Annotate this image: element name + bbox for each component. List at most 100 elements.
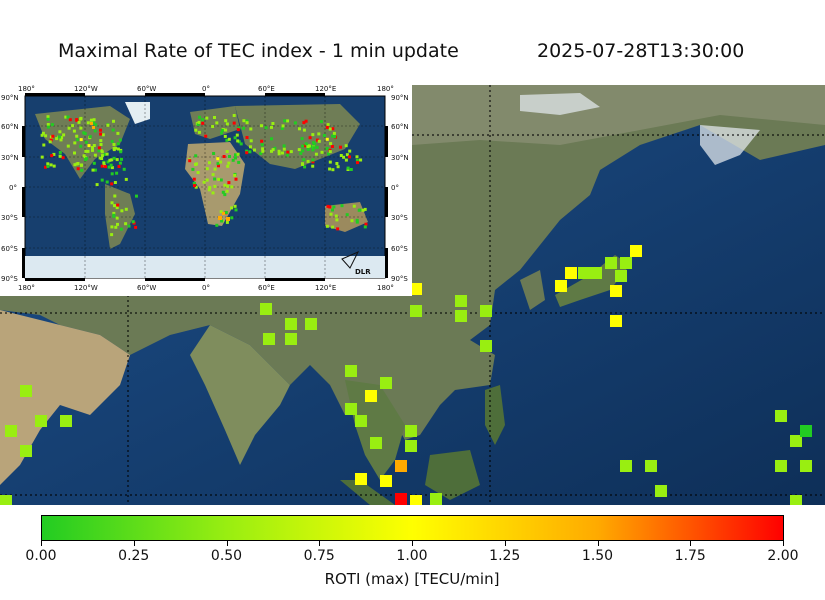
- roti-cell: [395, 493, 407, 505]
- roti-cell: [230, 206, 234, 210]
- roti-cell: [46, 115, 50, 119]
- roti-cell: [110, 158, 114, 162]
- roti-cell: [88, 135, 92, 139]
- roti-cell: [124, 177, 128, 181]
- roti-cell: [358, 208, 362, 212]
- colorbar-tick: [597, 541, 599, 546]
- roti-cell: [196, 171, 200, 174]
- roti-cell: [99, 143, 103, 146]
- roti-cell: [308, 136, 312, 140]
- roti-cell: [213, 177, 217, 181]
- roti-cell: [46, 123, 50, 126]
- roti-cell: [234, 153, 237, 157]
- roti-cell: [245, 119, 249, 123]
- global-inset-map[interactable]: 180° 120°W 60°W 0° 60°E 120°E 180° 180° …: [0, 84, 412, 296]
- roti-cell: [300, 137, 304, 141]
- inset-lat-labels-left: 90°N 60°N 30°N 0° 30°S 60°S 90°S: [1, 94, 19, 283]
- roti-cell: [311, 160, 315, 164]
- roti-cell: [92, 144, 96, 147]
- roti-cell: [655, 485, 667, 497]
- inset-north-america: [35, 106, 130, 179]
- roti-cell: [79, 126, 83, 130]
- inset-greenland: [125, 102, 150, 124]
- roti-cell: [334, 214, 338, 218]
- roti-cell: [106, 160, 110, 164]
- roti-cell: [303, 165, 307, 169]
- roti-cell: [44, 165, 47, 169]
- inset-lon-label: 120°W: [74, 85, 98, 93]
- roti-cell: [41, 131, 45, 135]
- roti-cell: [82, 154, 86, 158]
- roti-cell: [207, 161, 211, 165]
- roti-cell: [230, 216, 234, 220]
- roti-cell: [55, 137, 59, 141]
- colorbar-tick-label: 0.00: [25, 548, 57, 564]
- roti-cell: [0, 495, 12, 505]
- inset-lat-labels-right: 90°N 60°N 30°N 0° 30°S 60°S 90°S: [391, 94, 409, 283]
- roti-cell: [196, 123, 200, 126]
- roti-cell: [235, 133, 239, 137]
- roti-cell: [46, 117, 50, 121]
- colorbar: [41, 515, 784, 541]
- roti-cell: [281, 151, 284, 155]
- roti-cell: [216, 162, 220, 166]
- roti-cell: [380, 377, 392, 389]
- colorbar-tick: [783, 541, 784, 546]
- roti-cell: [110, 166, 114, 170]
- roti-cell: [202, 180, 206, 184]
- roti-cell: [282, 144, 286, 148]
- roti-cell: [86, 121, 90, 125]
- roti-cell: [80, 168, 84, 172]
- roti-cell: [335, 218, 339, 222]
- roti-cell: [116, 131, 120, 135]
- roti-cell: [76, 167, 80, 171]
- roti-cell: [112, 156, 116, 160]
- roti-cell: [91, 168, 95, 172]
- roti-cell: [215, 223, 219, 227]
- roti-cell: [590, 267, 602, 279]
- roti-cell: [271, 148, 275, 152]
- roti-cell: [124, 222, 128, 226]
- roti-cell: [20, 385, 32, 397]
- roti-cell: [212, 152, 216, 155]
- inset-lat-label: 60°S: [391, 245, 408, 253]
- roti-cell: [555, 280, 567, 292]
- roti-cell: [119, 227, 123, 231]
- roti-cell: [405, 425, 417, 437]
- inset-lat-label: 0°: [391, 184, 399, 192]
- roti-cell: [775, 410, 787, 422]
- roti-cell: [302, 128, 306, 132]
- roti-cell: [313, 142, 317, 146]
- colorbar-gradient: [41, 515, 784, 541]
- roti-cell: [113, 181, 117, 184]
- roti-cell: [270, 137, 273, 141]
- roti-cell: [355, 415, 367, 427]
- roti-cell: [195, 162, 198, 166]
- inset-south-america: [105, 184, 135, 249]
- roti-cell: [208, 186, 212, 190]
- roti-cell: [213, 184, 217, 188]
- roti-cell: [315, 145, 319, 149]
- inset-lon-labels-bottom: 180° 120°W 60°W 0° 60°E 120°E 180°: [18, 284, 394, 292]
- inset-lon-label: 180°: [18, 284, 35, 292]
- roti-cell: [79, 138, 83, 142]
- roti-cell: [46, 125, 50, 129]
- roti-cell: [356, 161, 359, 165]
- roti-cell: [120, 157, 123, 161]
- inset-lon-label: 180°: [377, 85, 394, 93]
- roti-cell: [205, 167, 209, 171]
- roti-cell: [320, 120, 323, 124]
- roti-cell: [285, 333, 297, 345]
- roti-cell: [615, 270, 627, 282]
- roti-cell: [5, 425, 17, 437]
- roti-cell: [620, 257, 632, 269]
- roti-cell: [355, 159, 359, 162]
- roti-cell: [344, 144, 348, 148]
- dlr-logo: DLR: [341, 250, 371, 276]
- dlr-logo-icon: [341, 250, 360, 269]
- roti-cell: [605, 257, 617, 269]
- roti-cell: [221, 190, 225, 194]
- roti-cell: [301, 162, 304, 166]
- colorbar-tick: [133, 541, 135, 546]
- roti-cell: [89, 118, 93, 122]
